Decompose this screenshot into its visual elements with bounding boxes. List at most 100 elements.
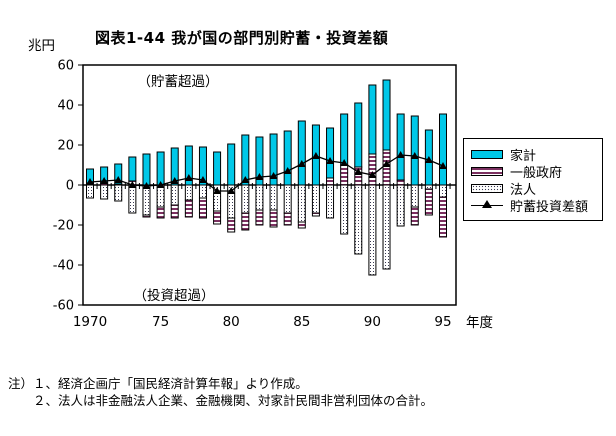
bar-government-1991 bbox=[382, 149, 391, 186]
bar-corporate-1990 bbox=[368, 184, 377, 276]
bar-household-1990 bbox=[368, 84, 377, 155]
balance-marker-1972 bbox=[114, 176, 123, 183]
bar-corporate-1984 bbox=[283, 184, 292, 214]
footnotes: 注）１、経済企画庁「国民経済計算年報」より作成。 ２、法人は非金融法人企業、金融… bbox=[8, 375, 433, 409]
bar-corporate-1971 bbox=[100, 184, 109, 200]
bar-corporate-1976 bbox=[170, 184, 179, 206]
bar-household-1972 bbox=[114, 163, 123, 185]
bar-household-1974 bbox=[142, 153, 151, 186]
legend-item-corporate: 法人 bbox=[471, 180, 596, 198]
y-axis-unit-label: 兆円 bbox=[28, 38, 55, 54]
balance-marker-1982 bbox=[255, 173, 264, 180]
balance-marker-1989 bbox=[354, 168, 363, 175]
footnote-source: 注）１、経済企画庁「国民経済計算年報」より作成。 bbox=[8, 376, 308, 391]
bar-household-1980 bbox=[227, 143, 236, 186]
bar-government-1990 bbox=[368, 153, 377, 186]
balance-marker-1992 bbox=[396, 151, 405, 158]
bar-household-1993 bbox=[410, 115, 419, 186]
balance-marker-1993 bbox=[410, 152, 419, 159]
bar-corporate-1973 bbox=[128, 184, 137, 214]
y-axis-tick-label: 40 bbox=[57, 99, 74, 114]
bar-household-1975 bbox=[156, 151, 165, 186]
y-axis-tick-label: -60 bbox=[53, 299, 74, 314]
x-axis-unit-label: 年度 bbox=[466, 315, 493, 331]
bar-government-1981 bbox=[241, 212, 250, 231]
bar-corporate-1982 bbox=[255, 184, 264, 211]
y-axis-tick-label: 20 bbox=[57, 139, 74, 154]
balance-marker-1988 bbox=[340, 159, 349, 166]
bar-government-1982 bbox=[255, 209, 264, 226]
bar-household-1995 bbox=[439, 113, 447, 186]
bar-household-1973 bbox=[128, 156, 137, 182]
balance-marker-1977 bbox=[184, 174, 193, 181]
bar-corporate-1974 bbox=[142, 184, 151, 216]
bar-corporate-1975 bbox=[156, 184, 165, 208]
bar-government-1986 bbox=[311, 212, 320, 217]
balance-marker-1976 bbox=[170, 177, 179, 184]
bar-government-1975 bbox=[156, 206, 165, 219]
y-axis-tick-label: -20 bbox=[53, 219, 74, 234]
bar-household-1979 bbox=[213, 151, 222, 186]
annotation-savings-surplus: （貯蓄超過） bbox=[138, 74, 219, 90]
household-swatch-icon bbox=[471, 150, 503, 159]
balance-marker-1978 bbox=[198, 176, 207, 183]
legend-item-household: 家計 bbox=[471, 146, 596, 164]
bar-corporate-1988 bbox=[340, 184, 349, 235]
y-axis-tick-label: 0 bbox=[66, 179, 74, 194]
bar-government-1987 bbox=[326, 177, 335, 186]
corporate-swatch-icon bbox=[471, 184, 503, 193]
balance-marker-1974 bbox=[142, 182, 151, 189]
bar-corporate-1993 bbox=[410, 184, 419, 208]
balance-marker-1995 bbox=[439, 162, 447, 169]
balance-marker-1991 bbox=[382, 160, 391, 167]
bar-corporate-1981 bbox=[241, 184, 250, 214]
x-axis-tick-label: 1970 bbox=[73, 314, 107, 330]
x-axis-tick-label: 75 bbox=[152, 314, 169, 330]
legend-item-balance: 貯蓄投資差額 bbox=[471, 197, 596, 215]
bar-household-1984 bbox=[283, 130, 292, 186]
bar-government-1974 bbox=[142, 214, 151, 218]
bar-corporate-1977 bbox=[184, 184, 193, 201]
legend-label: 家計 bbox=[510, 149, 537, 164]
bar-corporate-1985 bbox=[297, 184, 306, 223]
bar-corporate-1986 bbox=[311, 184, 320, 214]
chart-title: 図表1-44 我が国の部門別貯蓄・投資差額 bbox=[95, 29, 389, 47]
y-axis-tick-label: 60 bbox=[57, 59, 74, 74]
government-swatch-icon bbox=[471, 167, 503, 176]
legend-box: 家計 一般政府 法人 貯蓄投資差額 bbox=[463, 138, 603, 221]
bar-government-1977 bbox=[184, 199, 193, 218]
bar-corporate-1970 bbox=[86, 184, 94, 199]
x-axis-tick-label: 80 bbox=[223, 314, 240, 330]
y-axis-tick-label: -40 bbox=[53, 259, 74, 274]
balance-marker-1994 bbox=[424, 156, 433, 163]
bar-corporate-1983 bbox=[269, 184, 278, 211]
x-axis-tick-label: 85 bbox=[293, 314, 310, 330]
bar-government-1992 bbox=[396, 179, 405, 186]
bar-government-1993 bbox=[410, 206, 419, 226]
balance-line-swatch-icon bbox=[471, 200, 503, 210]
balance-marker-1983 bbox=[269, 172, 278, 179]
balance-marker-1990 bbox=[368, 171, 377, 178]
legend-label: 法人 bbox=[510, 183, 537, 198]
bar-household-1992 bbox=[396, 113, 405, 181]
x-axis-tick-label: 95 bbox=[434, 314, 451, 330]
balance-marker-1980 bbox=[227, 187, 236, 194]
bar-household-1988 bbox=[340, 113, 349, 166]
bar-government-1983 bbox=[269, 209, 278, 228]
balance-marker-1981 bbox=[241, 176, 250, 183]
balance-marker-1973 bbox=[128, 181, 137, 188]
bar-government-1995 bbox=[439, 196, 447, 238]
balance-marker-1984 bbox=[283, 167, 292, 174]
bar-government-1979 bbox=[213, 210, 222, 225]
footnote-definition: ２、法人は非金融法人企業、金融機関、対家計民間非営利団体の合計。 bbox=[33, 393, 434, 408]
bar-corporate-1989 bbox=[354, 184, 363, 255]
balance-marker-1979 bbox=[213, 187, 222, 194]
legend-label: 貯蓄投資差額 bbox=[510, 200, 589, 215]
bar-government-1994 bbox=[424, 188, 433, 216]
bar-corporate-1991 bbox=[382, 184, 391, 270]
bar-household-1991 bbox=[382, 79, 391, 151]
bar-corporate-1978 bbox=[198, 184, 207, 199]
